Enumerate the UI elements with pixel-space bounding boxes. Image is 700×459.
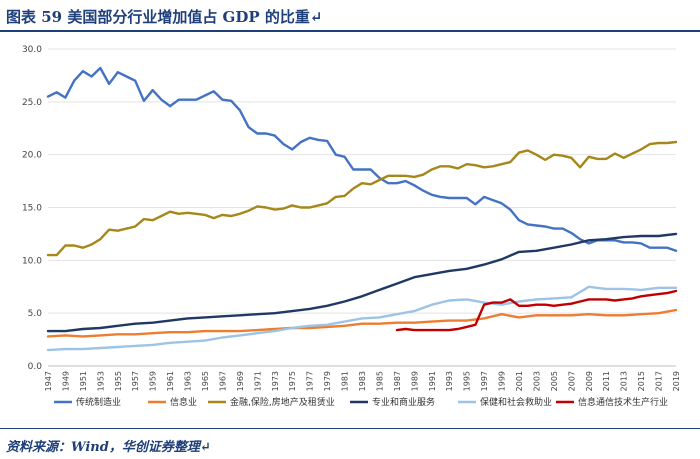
series-line-2 xyxy=(46,140,678,257)
y-tick-label: 30.0 xyxy=(22,45,42,55)
x-tick-label: 2009 xyxy=(585,371,594,391)
x-tick-label: 1995 xyxy=(463,371,472,391)
legend-label: 金融,保险,房地产及租赁业 xyxy=(230,396,335,408)
series-line-1 xyxy=(46,308,678,338)
y-tick-label: 15.0 xyxy=(22,204,42,214)
x-tick-label: 1989 xyxy=(410,371,419,391)
x-tick-label: 1977 xyxy=(306,371,315,391)
series-lines xyxy=(46,66,678,352)
x-tick-label: 1957 xyxy=(131,371,140,391)
x-tick-label: 1985 xyxy=(375,371,384,391)
line-chart: 0.05.010.015.020.025.030.0 1947 1949 1951 1… xyxy=(22,45,681,408)
legend-label: 传统制造业 xyxy=(76,396,121,408)
x-tick-label: 1993 xyxy=(445,371,454,391)
source-note: 资料来源：Wind，华创证券整理↵ xyxy=(6,440,211,455)
y-tick-label: 10.0 xyxy=(22,256,42,266)
series-line-0 xyxy=(46,66,678,253)
x-tick-label: 1967 xyxy=(218,371,227,391)
x-tick-label: 2011 xyxy=(602,371,611,391)
x-tick-label: 1981 xyxy=(341,371,350,391)
x-axis: 1947 1949 1951 1953 1955 1957 1959 1961 1963 1965… xyxy=(44,365,681,391)
x-tick-label: 1983 xyxy=(358,371,367,391)
x-tick-label: 1979 xyxy=(323,371,332,391)
x-tick-label: 1999 xyxy=(498,371,507,391)
x-tick-label: 2017 xyxy=(655,371,664,391)
x-tick-label: 1975 xyxy=(288,371,297,391)
x-tick-label: 1965 xyxy=(201,371,210,391)
x-tick-label: 2001 xyxy=(515,371,524,391)
title-divider xyxy=(0,30,700,32)
source-divider xyxy=(0,428,700,429)
x-tick-label: 1971 xyxy=(253,371,262,391)
x-tick-label: 1947 xyxy=(44,371,53,391)
y-tick-label: 20.0 xyxy=(22,151,42,161)
x-tick-label: 1955 xyxy=(114,371,123,391)
x-tick-label: 1997 xyxy=(480,371,489,391)
x-tick-label: 2005 xyxy=(550,371,559,391)
x-tick-label: 1991 xyxy=(428,371,437,391)
x-tick-label: 1969 xyxy=(236,371,245,391)
legend-label: 保健和社会救助业 xyxy=(480,396,552,408)
legend-label: 专业和商业服务 xyxy=(372,396,435,408)
x-tick-label: 1973 xyxy=(271,371,280,391)
x-tick-label: 2019 xyxy=(672,371,681,391)
figure-title: 图表 59 美国部分行业增加值占 GDP 的比重↵ xyxy=(6,8,323,26)
x-tick-label: 1959 xyxy=(149,371,158,391)
x-tick-label: 1961 xyxy=(166,371,175,391)
series-line-4 xyxy=(46,285,678,352)
x-tick-label: 1953 xyxy=(96,371,105,391)
x-tick-label: 1963 xyxy=(184,371,193,391)
series-line-3 xyxy=(46,232,678,333)
legend-label: 信息通信技术生产行业 xyxy=(578,396,668,408)
series-line-5 xyxy=(395,289,678,332)
x-tick-label: 1951 xyxy=(79,371,88,391)
legend-label: 信息业 xyxy=(170,396,197,408)
x-tick-label: 2003 xyxy=(532,371,541,391)
legend: 传统制造业 信息业 金融,保险,房地产及租赁业 专业和商业服务 保健和社会救助业 信息通信… xyxy=(54,396,668,408)
x-tick-label: 1949 xyxy=(61,371,70,391)
x-tick-label: 2013 xyxy=(620,371,629,391)
x-tick-label: 1987 xyxy=(393,371,402,391)
x-tick-label: 2015 xyxy=(637,371,646,391)
y-tick-label: 0.0 xyxy=(28,362,43,372)
y-tick-label: 5.0 xyxy=(28,309,43,319)
y-axis: 0.0 5.0 10.0 15.0 20.0 25.0 30.0 xyxy=(22,45,42,372)
y-tick-label: 25.0 xyxy=(22,98,42,108)
x-tick-label: 2007 xyxy=(567,371,576,391)
